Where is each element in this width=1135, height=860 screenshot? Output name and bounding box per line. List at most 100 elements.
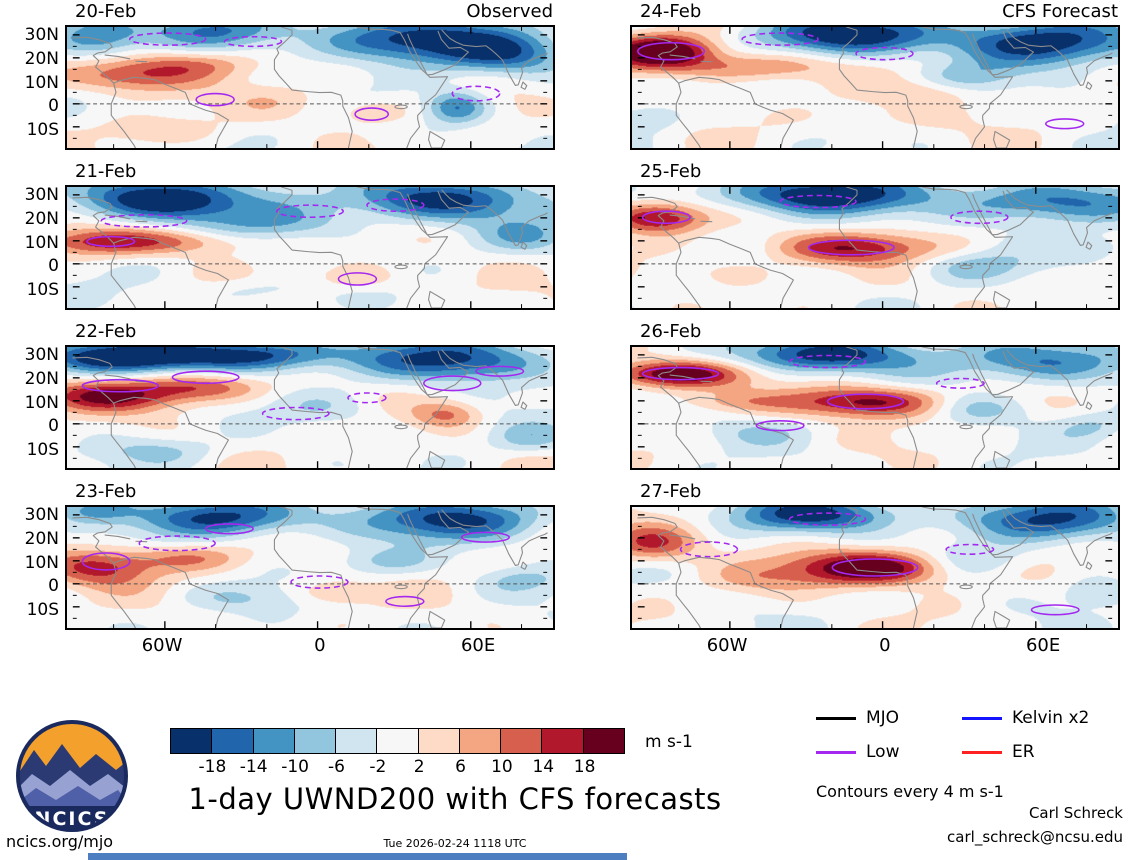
legend-label-kelvin: Kelvin x2 bbox=[1012, 708, 1090, 728]
lat-tick-label: 0 bbox=[48, 416, 59, 437]
coastlines bbox=[638, 507, 1112, 628]
colorbar-cell bbox=[458, 729, 501, 753]
panel-date: 26-Feb bbox=[640, 321, 702, 342]
lat-tick-label: 30N bbox=[24, 25, 59, 46]
lat-tick-label: 0 bbox=[48, 576, 59, 597]
low-filter-contour bbox=[461, 531, 510, 543]
credit-name: Carl Schreck bbox=[1028, 804, 1123, 822]
bottom-bar bbox=[88, 853, 627, 860]
coastlines bbox=[638, 187, 1112, 308]
lon-tick-label: 0 bbox=[314, 635, 326, 656]
map-panel-20-Feb: 20-Feb Observed 30N 20N 10N 0 10S bbox=[25, 1, 555, 150]
panel-date: 24-Feb bbox=[640, 1, 702, 22]
low-filter-contour bbox=[950, 210, 1009, 225]
low-filter-contour bbox=[276, 204, 344, 219]
coastlines bbox=[73, 507, 547, 628]
map-overlay bbox=[67, 187, 553, 308]
lon-tick-label: 60E bbox=[460, 635, 496, 656]
lon-tick-label: 60W bbox=[141, 635, 183, 656]
low-filter-contour bbox=[935, 377, 985, 389]
map-overlay bbox=[632, 27, 1118, 148]
low-filter-contour bbox=[807, 239, 895, 256]
legend-label-er: ER bbox=[1012, 742, 1035, 762]
legend-item-mjo: MJO bbox=[816, 708, 962, 728]
colorbar-cell bbox=[171, 729, 212, 753]
generation-timestamp: Tue 2026-02-24 1118 UTC bbox=[383, 837, 527, 850]
lat-tick-label: 20N bbox=[24, 208, 59, 229]
lon-tick-label: 60E bbox=[1025, 635, 1061, 656]
low-filter-contour bbox=[945, 543, 995, 555]
colorbar-tick-label: 10 bbox=[491, 757, 513, 777]
legend-item-low: Low bbox=[816, 742, 962, 762]
kelvin-line-swatch bbox=[962, 716, 1002, 720]
low-filter-contour bbox=[81, 552, 131, 571]
panel-date: 23-Feb bbox=[75, 481, 137, 502]
colorbar-tick-label: -10 bbox=[281, 757, 309, 777]
map-overlay bbox=[632, 507, 1118, 628]
colorbar-tick-label: -14 bbox=[239, 757, 268, 777]
contour-interval-note: Contours every 4 m s-1 bbox=[816, 782, 1004, 801]
mjo-line-swatch bbox=[816, 716, 856, 720]
lat-tick-label: 10S bbox=[26, 280, 59, 301]
low-filter-contour bbox=[641, 366, 720, 381]
wind-anomaly-field bbox=[632, 187, 1118, 308]
low-filter-contour bbox=[475, 365, 525, 377]
low-filter-contour bbox=[788, 354, 867, 369]
low-filter-contour bbox=[423, 375, 482, 392]
low-filter-contour bbox=[788, 512, 867, 526]
low-filter-contour bbox=[204, 523, 254, 535]
lat-tick-label: 0 bbox=[48, 96, 59, 117]
map-panel-21-Feb: 21-Feb 30N 20N 10N 0 10S bbox=[25, 161, 555, 310]
legend-item-er: ER bbox=[962, 742, 1126, 762]
map-panel-22-Feb: 22-Feb 30N 20N 10N 0 10S bbox=[25, 321, 555, 470]
ncics-logo: NCICS bbox=[16, 720, 128, 832]
colorbar-cell bbox=[417, 729, 459, 753]
lat-tick-label: 30N bbox=[24, 505, 59, 526]
lat-tick-label: 20N bbox=[24, 528, 59, 549]
site-url: ncics.org/mjo bbox=[6, 832, 114, 851]
coastlines bbox=[638, 347, 1112, 468]
low-filter-contour bbox=[451, 85, 501, 102]
lon-tick-label: 60W bbox=[706, 635, 748, 656]
panel-date: 22-Feb bbox=[75, 321, 137, 342]
low-line-swatch bbox=[816, 750, 856, 754]
colorbar: -18 -14 -10 -6 -2 2 6 10 14 18 bbox=[170, 728, 625, 777]
wind-anomaly-field bbox=[67, 187, 553, 308]
wind-anomaly-field bbox=[632, 347, 1118, 468]
map-panel-25-Feb: 25-Feb bbox=[630, 161, 1120, 310]
low-filter-contour bbox=[261, 406, 330, 421]
low-filter-contour bbox=[1044, 118, 1085, 130]
low-filter-contour bbox=[86, 235, 136, 248]
colorbar-labels: -18 -14 -10 -6 -2 2 6 10 14 18 bbox=[171, 757, 626, 779]
colorbar-tick-label: 2 bbox=[413, 757, 425, 777]
legend: MJO Kelvin x2 Low ER bbox=[816, 708, 1126, 762]
map-overlay bbox=[67, 507, 553, 628]
legend-item-kelvin: Kelvin x2 bbox=[962, 708, 1126, 728]
colorbar-units: m s-1 bbox=[645, 732, 693, 752]
colorbar-tick-label: -2 bbox=[369, 757, 387, 777]
legend-label-mjo: MJO bbox=[866, 708, 900, 728]
colorbar-cell bbox=[376, 729, 418, 753]
low-filter-contour bbox=[366, 198, 425, 212]
low-filter-contour bbox=[641, 210, 691, 225]
column-header: CFS Forecast bbox=[1002, 1, 1118, 22]
panel-date: 25-Feb bbox=[640, 161, 702, 182]
low-filter-contour bbox=[679, 541, 739, 558]
low-filter-contour bbox=[171, 370, 240, 385]
low-filter-contour bbox=[100, 214, 188, 228]
coastlines bbox=[638, 27, 1112, 148]
low-filter-contour bbox=[831, 558, 919, 577]
low-filter-contour bbox=[1030, 604, 1080, 616]
map-panel-26-Feb: 26-Feb bbox=[630, 321, 1120, 470]
colorbar-tick-label: 18 bbox=[573, 757, 596, 777]
wind-anomaly-field bbox=[67, 507, 553, 628]
low-filter-contour bbox=[337, 272, 378, 286]
colorbar-cell bbox=[293, 729, 336, 753]
low-filter-contour bbox=[223, 35, 283, 48]
colorbar-tick-label: 14 bbox=[532, 757, 555, 777]
colorbar-cell bbox=[335, 729, 377, 753]
low-filter-contour bbox=[138, 535, 216, 552]
credit-email: carl_schreck@ncsu.edu bbox=[947, 828, 1123, 846]
low-filter-contour bbox=[290, 575, 349, 589]
